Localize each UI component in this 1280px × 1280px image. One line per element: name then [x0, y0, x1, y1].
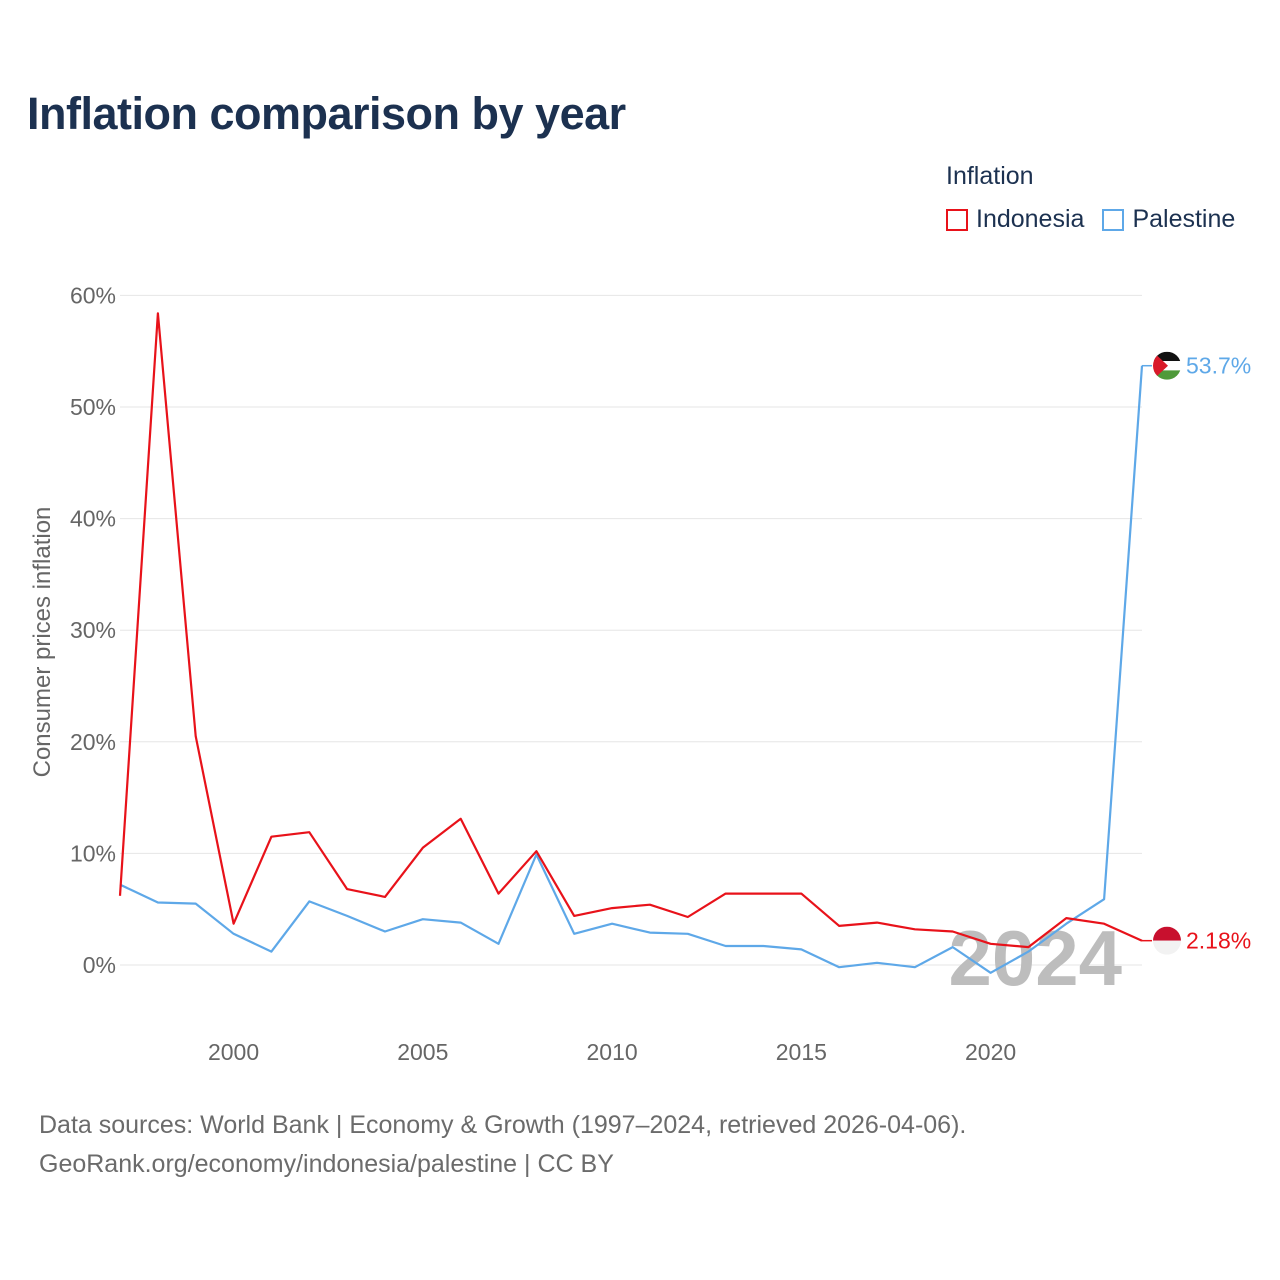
- x-tick-label: 2005: [397, 1039, 448, 1065]
- y-axis-label: Consumer prices inflation: [29, 507, 56, 778]
- flag-indonesia-icon: [1153, 926, 1181, 955]
- series-line-palestine: [119, 365, 1144, 974]
- legend: Inflation Indonesia Palestine: [946, 162, 1235, 234]
- x-tick-label: 2010: [586, 1039, 637, 1065]
- legend-items: Indonesia Palestine: [946, 205, 1235, 234]
- legend-item-palestine[interactable]: Palestine: [1102, 205, 1235, 234]
- y-tick-label: 0%: [83, 952, 116, 978]
- legend-swatch-palestine: [1102, 208, 1125, 231]
- year-watermark: 2024: [948, 914, 1122, 1002]
- series-line-indonesia: [118, 312, 1143, 949]
- x-tick-label: 2015: [776, 1039, 827, 1065]
- x-tick-label: 2000: [208, 1039, 259, 1065]
- end-value-label-palestine: 53.7%: [1186, 353, 1251, 379]
- legend-item-indonesia[interactable]: Indonesia: [946, 205, 1084, 234]
- y-tick-label: 10%: [70, 840, 116, 866]
- legend-swatch-indonesia: [946, 208, 968, 231]
- legend-title: Inflation: [946, 162, 1034, 190]
- y-tick-label: 30%: [70, 617, 116, 643]
- x-axis-ticks: 2000 2005 2010 2015 2020: [208, 1039, 1016, 1065]
- legend-label-indonesia: Indonesia: [976, 205, 1085, 233]
- x-tick-label: 2020: [965, 1039, 1016, 1065]
- end-value-label-indonesia: 2.18%: [1186, 928, 1251, 954]
- y-tick-label: 20%: [70, 729, 116, 755]
- y-tick-label: 60%: [70, 282, 116, 308]
- chart-title: Inflation comparison by year: [27, 88, 626, 139]
- legend-label-palestine: Palestine: [1132, 205, 1236, 233]
- flag-palestine-icon: [1153, 351, 1181, 380]
- y-tick-label: 40%: [70, 506, 116, 532]
- y-tick-label: 50%: [70, 394, 116, 420]
- footer: Data sources: World Bank | Economy & Gro…: [39, 1106, 966, 1184]
- gridlines: [120, 294, 1142, 966]
- footer-sources: Data sources: World Bank | Economy & Gro…: [39, 1111, 967, 1139]
- y-axis-ticks: 0% 10% 20% 30% 40% 50% 60%: [70, 282, 116, 978]
- end-markers: 53.7% 2.18%: [1142, 351, 1251, 955]
- series-lines: [118, 312, 1144, 974]
- footer-link[interactable]: GeoRank.org/economy/indonesia/palestine …: [39, 1150, 614, 1178]
